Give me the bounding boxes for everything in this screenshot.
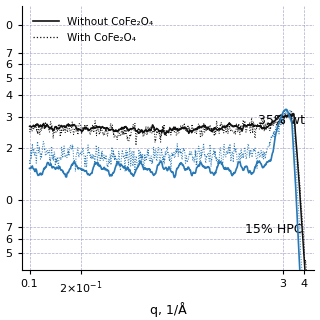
Legend: Without CoFe₂O₄, With CoFe₂O₄: Without CoFe₂O₄, With CoFe₂O₄ [30, 13, 156, 47]
Text: q, 1/Å: q, 1/Å [150, 302, 187, 316]
Text: 15% HPC: 15% HPC [244, 223, 302, 236]
Text: 35% wt: 35% wt [258, 114, 305, 127]
